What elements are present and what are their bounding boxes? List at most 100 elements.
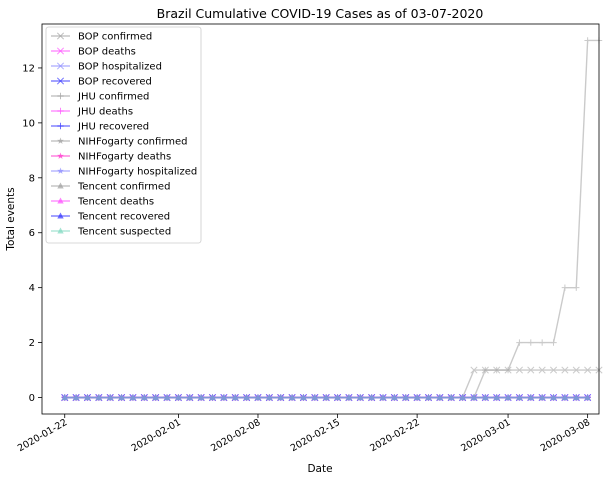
legend-label: NIHFogarty confirmed — [78, 137, 188, 148]
legend-marker — [57, 122, 64, 130]
data-point — [561, 394, 569, 401]
x-tick-label: 2020-02-08 — [209, 417, 262, 454]
legend-entry: Tencent recovered — [51, 212, 170, 223]
legend-entry: Tencent confirmed — [51, 182, 170, 193]
plot-frame — [41, 23, 600, 415]
data-point — [550, 339, 557, 346]
legend-label: Tencent suspected — [77, 227, 171, 238]
data-point — [561, 366, 569, 374]
data-point — [561, 284, 569, 291]
legend-entry: NIHFogarty confirmed — [51, 137, 188, 148]
legend-marker — [57, 107, 64, 115]
legend-entry: BOP hospitalized — [51, 62, 162, 73]
legend-marker — [56, 47, 65, 55]
legend-label: BOP deaths — [78, 47, 136, 58]
data-point — [504, 394, 512, 401]
legend-marker — [56, 62, 65, 70]
legend-label: JHU confirmed — [77, 92, 149, 103]
series-13 — [61, 394, 591, 401]
legend-label: BOP hospitalized — [78, 62, 162, 73]
data-point — [118, 394, 125, 401]
series-line — [64, 369, 599, 399]
data-point — [470, 366, 478, 374]
legend-marker — [57, 197, 64, 204]
data-point — [175, 394, 182, 401]
data-point — [186, 394, 193, 401]
data-point — [538, 339, 546, 346]
y-tick-label: 10 — [22, 118, 35, 129]
data-point — [493, 366, 500, 374]
x-tick-label: 2020-02-22 — [368, 417, 421, 454]
data-point — [243, 394, 250, 401]
data-point — [515, 366, 523, 374]
legend-label: NIHFogarty hospitalized — [78, 167, 197, 178]
data-point — [141, 394, 148, 401]
legend-label: Tencent deaths — [77, 197, 154, 208]
legend-marker — [57, 212, 64, 219]
data-point — [163, 394, 171, 401]
data-point — [197, 394, 205, 401]
data-point — [527, 394, 534, 401]
data-point — [277, 394, 284, 401]
data-point — [470, 394, 478, 401]
data-point — [527, 366, 535, 374]
x-tick-label: 2020-03-08 — [539, 417, 592, 454]
legend-label: JHU recovered — [77, 122, 149, 133]
x-tick-label: 2020-01-22 — [16, 417, 69, 454]
data-point — [391, 394, 398, 401]
x-axis-label: Date — [307, 463, 332, 475]
data-point — [107, 394, 114, 401]
legend-label: JHU deaths — [77, 107, 133, 118]
data-point — [129, 394, 137, 401]
data-point — [254, 394, 262, 401]
legend-entry: BOP deaths — [51, 47, 136, 58]
data-point — [584, 37, 591, 44]
data-point — [538, 394, 546, 401]
y-tick-label: 4 — [29, 283, 35, 294]
legend-marker — [57, 227, 64, 234]
legend-entry: Tencent deaths — [51, 197, 154, 208]
legend-entry: BOP recovered — [51, 77, 152, 88]
legend-label: NIHFogarty deaths — [78, 152, 171, 163]
data-point — [425, 394, 432, 401]
data-point — [482, 394, 489, 401]
data-point — [379, 394, 387, 401]
data-point — [572, 366, 580, 374]
data-point — [72, 394, 80, 401]
data-point — [220, 394, 228, 401]
data-point — [550, 394, 557, 401]
legend-label: BOP recovered — [78, 77, 152, 88]
data-point — [493, 394, 500, 401]
legend-label: BOP confirmed — [78, 32, 152, 43]
data-point — [288, 394, 296, 401]
data-point — [334, 394, 341, 401]
data-point — [368, 394, 375, 401]
legend-box — [45, 26, 202, 244]
y-tick-label: 0 — [29, 393, 35, 404]
legend-marker — [57, 167, 64, 174]
data-point — [402, 394, 409, 401]
legend-entry: NIHFogarty deaths — [51, 152, 171, 163]
legend-entry: JHU confirmed — [51, 92, 149, 103]
legend-marker — [57, 92, 64, 100]
y-tick-label: 12 — [22, 63, 35, 74]
data-point — [209, 394, 216, 401]
data-point — [538, 366, 546, 374]
data-point — [584, 366, 592, 374]
data-point — [232, 394, 239, 401]
data-point — [357, 394, 364, 401]
legend-entry: Tencent suspected — [51, 227, 171, 238]
data-point — [345, 394, 353, 401]
legend-label: Tencent recovered — [77, 212, 170, 223]
x-tick-label: 2020-02-15 — [289, 417, 342, 454]
data-point — [573, 284, 580, 291]
legend-entry: JHU recovered — [51, 122, 149, 133]
data-point — [549, 366, 558, 374]
legend-entry: JHU deaths — [51, 107, 133, 118]
data-point — [95, 394, 103, 401]
data-point — [516, 394, 523, 401]
legend-marker — [57, 137, 64, 144]
data-point — [61, 394, 68, 401]
legend-marker — [57, 182, 64, 189]
